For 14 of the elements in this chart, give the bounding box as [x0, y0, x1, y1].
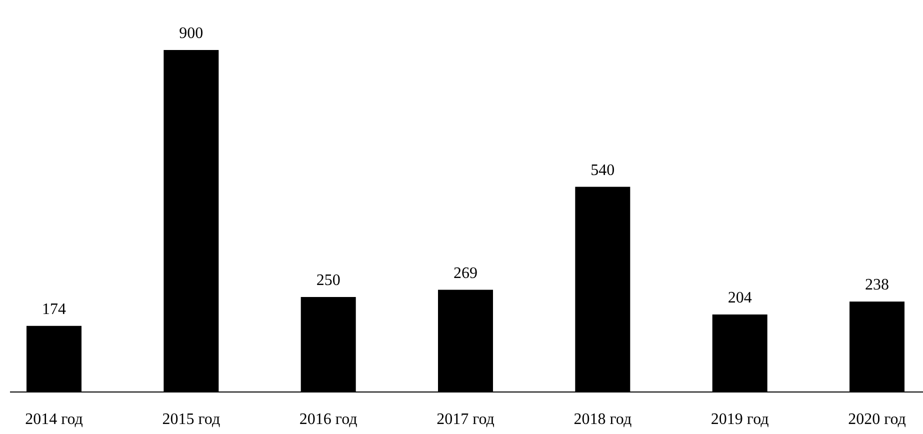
x-tick-label: 2016 год	[299, 411, 358, 428]
data-label: 269	[454, 264, 478, 282]
data-label: 204	[728, 289, 752, 306]
data-label: 900	[179, 25, 204, 42]
data-label: 540	[590, 162, 615, 179]
x-tick-label: 2014 год	[25, 411, 83, 428]
data-label: 238	[865, 276, 889, 294]
x-tick-label: 2019 год	[710, 411, 769, 428]
data-label: 250	[316, 272, 340, 289]
x-tick-label: 2020 год	[848, 411, 906, 428]
x-tick-label: 2017 год	[436, 411, 494, 428]
x-tick-label: 2018 год	[574, 411, 632, 428]
data-label: 174	[42, 300, 66, 318]
x-tick-label: 2015 год	[162, 411, 220, 428]
